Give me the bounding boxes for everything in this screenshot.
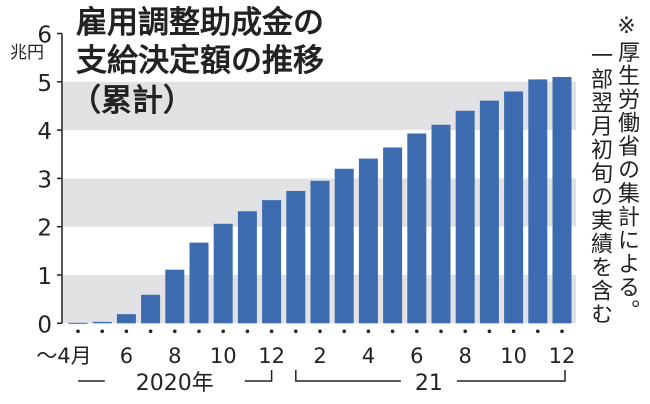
bar-2021-11 (528, 79, 548, 324)
bar-2020-11 (237, 211, 257, 324)
x-tick-dot (76, 329, 80, 334)
bar-2021-10 (504, 91, 524, 324)
x-tick-label: 10 (210, 344, 237, 368)
y-tick-label: 1 (37, 264, 52, 290)
bar-2020-4 (68, 322, 88, 324)
x-tick-dot (245, 329, 250, 334)
x-tick-dot (463, 329, 468, 334)
x-tick-dot (415, 329, 419, 334)
bar-2020-10 (213, 223, 233, 324)
x-tick-label: 2 (313, 344, 326, 368)
x-tick-dot (100, 329, 104, 334)
bar-2020-9 (189, 242, 209, 324)
bar-2021-3 (334, 168, 354, 324)
bar-2020-7 (141, 294, 161, 324)
y-tick-label: 3 (37, 167, 52, 193)
bar-2021-1 (286, 190, 306, 324)
x-tick-dot (269, 329, 274, 334)
x-tick-dot (536, 329, 540, 334)
chart-title-line-1: 雇用調整助成金の (76, 5, 324, 41)
bar-2021-4 (358, 158, 378, 324)
x-tick-label: ～4月 (36, 344, 91, 368)
x-tick-label: 8 (459, 344, 472, 368)
bar-2021-9 (479, 100, 499, 324)
chart-title-line-3: （累計） (70, 83, 194, 119)
bar-2021-2 (310, 180, 330, 324)
x-tick-label: 6 (120, 344, 133, 368)
bar-2020-12 (262, 200, 282, 324)
bar-2021-8 (455, 110, 475, 324)
x-tick-label: 6 (410, 344, 423, 368)
bar-2020-8 (165, 269, 185, 324)
x-tick-dot (511, 329, 516, 334)
y-tick-label: 6 (37, 23, 52, 49)
year-group-label: 2020年 (136, 371, 214, 396)
bar-2020-5 (92, 321, 112, 324)
year-group-label: 21 (415, 371, 443, 396)
year-bracket (295, 370, 566, 382)
x-tick-dot (124, 329, 129, 334)
x-tick-dot (342, 329, 347, 334)
x-tick-dot (487, 329, 492, 334)
x-tick-label: 10 (500, 344, 527, 368)
y-tick-label: 2 (37, 216, 52, 242)
x-tick-dot (173, 329, 177, 334)
bar-2021-7 (431, 124, 451, 324)
x-tick-dot (560, 329, 564, 334)
x-tick-dot (197, 329, 201, 334)
x-tick-dot (366, 329, 371, 334)
x-tick-dot (318, 329, 322, 334)
bar-2021-6 (407, 133, 427, 324)
bar-2021-5 (383, 147, 403, 324)
x-tick-label: 12 (258, 344, 285, 368)
bar-2021-12 (552, 76, 572, 324)
x-tick-label: 12 (549, 344, 576, 368)
year-bracket (78, 370, 273, 382)
bar-2020-6 (116, 314, 136, 324)
x-tick-label: 4 (362, 344, 375, 368)
y-tick-label: 5 (37, 71, 52, 97)
y-axis-unit: 兆円 (10, 43, 44, 63)
x-tick-label: 8 (168, 344, 181, 368)
x-tick-dot (148, 329, 153, 334)
source-note-line-1: ※厚生労働省の集計による。 (614, 14, 639, 323)
y-tick-label: 4 (37, 119, 52, 145)
x-tick-dot (390, 329, 395, 334)
chart-title-line-2: 支給決定額の推移 (76, 43, 324, 79)
x-tick-dot (221, 329, 225, 334)
source-note-line-2: 一部翌月初旬の実績を含む (587, 44, 612, 326)
y-tick-label: 0 (37, 312, 52, 338)
x-tick-dot (294, 329, 298, 334)
x-tick-dot (439, 329, 443, 334)
